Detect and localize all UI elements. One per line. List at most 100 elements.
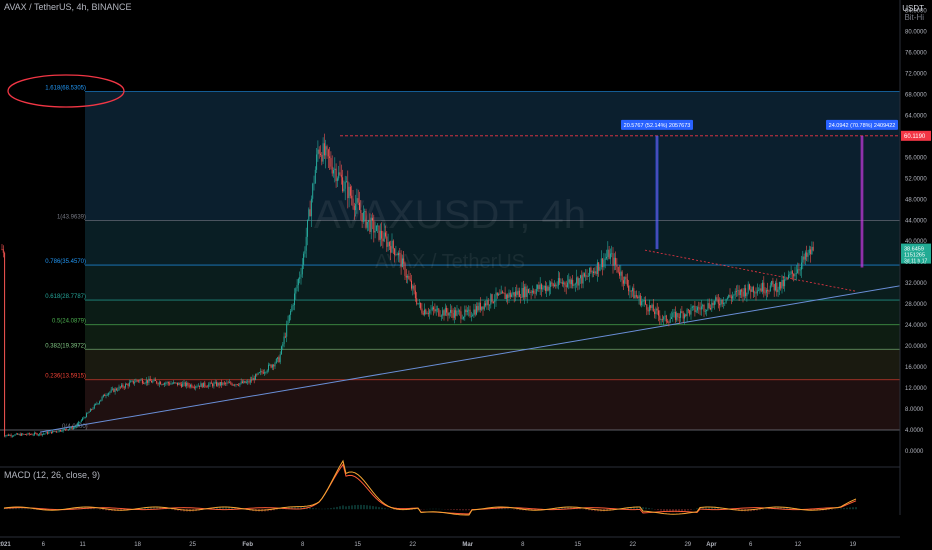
currency-label: USDT Bit-Hi (902, 4, 924, 22)
candle-up (805, 252, 806, 259)
candle-up (680, 311, 681, 318)
candle-down (596, 271, 597, 274)
x-tick-label: 22 (409, 542, 416, 548)
candle-up (315, 170, 316, 183)
candle-up (607, 250, 608, 257)
candle-up (705, 311, 706, 312)
x-tick-label: 19 (850, 542, 857, 548)
candle-up (186, 383, 187, 386)
candle-down (216, 382, 217, 386)
candle-up (44, 433, 45, 434)
macd-histogram-bar (645, 508, 646, 510)
candle-down (765, 293, 766, 294)
candle-up (55, 431, 56, 432)
candle-up (77, 424, 78, 426)
candle-down (234, 385, 235, 386)
candle-up (117, 390, 118, 391)
candle-up (549, 287, 550, 291)
candle-down (713, 303, 714, 305)
candle-up (343, 189, 344, 191)
candle-down (761, 288, 762, 291)
candle-up (85, 417, 86, 418)
candle-down (736, 291, 737, 292)
candle-up (78, 422, 79, 424)
candle-up (164, 383, 165, 384)
candle-up (412, 286, 413, 289)
macd-title[interactable]: MACD (12, 26, close, 9) (4, 470, 100, 480)
candle-down (658, 310, 659, 315)
candle-down (741, 290, 742, 292)
candle-up (605, 258, 606, 260)
candle-up (195, 386, 196, 387)
macd-histogram-bar (468, 509, 469, 510)
candle-down (156, 381, 157, 383)
candle-down (488, 300, 489, 305)
candle-up (269, 365, 270, 366)
candle-down (806, 252, 807, 256)
candle-up (457, 311, 458, 316)
macd-histogram-bar (579, 509, 580, 510)
candle-up (537, 285, 538, 289)
candle-up (346, 181, 347, 182)
candle-down (499, 294, 500, 295)
price-axis-bg (900, 0, 932, 550)
candle-up (544, 286, 545, 288)
macd-histogram-bar (846, 508, 847, 510)
candle-down (128, 384, 129, 386)
candle-down (133, 381, 134, 384)
candle-up (676, 313, 677, 320)
candle-down (221, 382, 222, 385)
candle-up (298, 279, 299, 285)
fib-band (85, 349, 900, 379)
candle-up (255, 374, 256, 380)
candle-up (511, 295, 512, 297)
macd-histogram-bar (843, 508, 844, 509)
macd-histogram-bar (309, 508, 310, 510)
candle-down (783, 280, 784, 286)
candle-up (38, 435, 39, 436)
candle-up (481, 307, 482, 310)
candle-up (59, 430, 60, 431)
candle-up (770, 286, 771, 292)
candle-down (593, 272, 594, 273)
candle-up (720, 300, 721, 306)
candle-down (433, 307, 434, 309)
candle-up (107, 395, 108, 396)
candle-down (531, 292, 532, 293)
candle-down (704, 305, 705, 311)
candle-up (746, 293, 747, 297)
candle-up (293, 305, 294, 306)
candle-up (241, 381, 242, 383)
symbol-header[interactable]: AVAX / TetherUS, 4h, BINANCE (4, 2, 132, 12)
candle-up (442, 310, 443, 315)
candle-down (637, 297, 638, 299)
macd-histogram-bar (447, 509, 448, 510)
candle-down (438, 309, 439, 316)
candle-down (618, 267, 619, 273)
candle-down (29, 433, 30, 434)
x-tick-label: 25 (189, 542, 196, 548)
macd-histogram-bar (360, 505, 361, 509)
macd-histogram-bar (450, 509, 451, 510)
candle-down (254, 378, 255, 380)
y-tick-label: 24.0000 (905, 323, 927, 329)
candle-down (138, 381, 139, 382)
candle-down (219, 383, 220, 386)
candle-up (277, 357, 278, 359)
macd-histogram-bar (381, 508, 382, 510)
candle-down (675, 312, 676, 320)
candle-down (455, 310, 456, 316)
candle-up (568, 279, 569, 282)
candle-down (679, 317, 680, 318)
candle-up (83, 418, 84, 419)
candle-down (645, 300, 646, 304)
candle-down (207, 387, 208, 388)
candle-down (698, 307, 699, 308)
candle-up (184, 382, 185, 383)
candle-up (111, 390, 112, 392)
candle-down (813, 247, 814, 251)
candle-up (724, 303, 725, 304)
candle-up (431, 310, 432, 311)
candle-up (515, 291, 516, 296)
